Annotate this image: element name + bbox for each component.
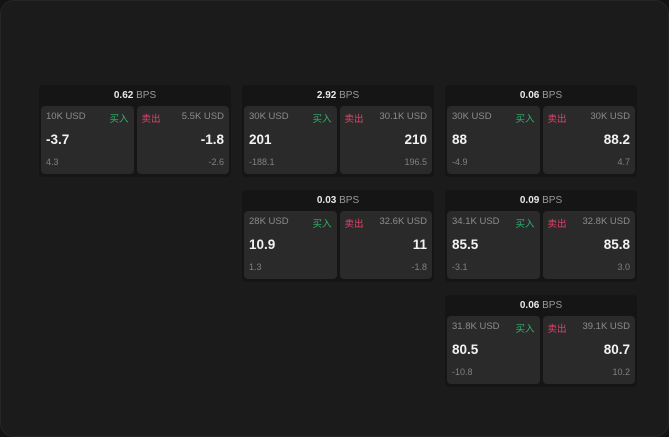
sell-label: 卖出 (547, 219, 567, 230)
sell-change: 196.5 (404, 157, 427, 167)
buy-price: 85.5 (452, 237, 479, 252)
sell-size: 32.8K USD (582, 216, 630, 227)
buy-change: 1.3 (249, 262, 262, 272)
sell-change: 3.0 (617, 262, 630, 272)
spread-value: 0.09 (519, 195, 540, 206)
buy-size: 30K USD (249, 111, 289, 122)
spread-header: 2.92 BPS (244, 85, 432, 106)
sell-label: 卖出 (547, 324, 567, 335)
spread-value: 0.06 (519, 300, 540, 311)
spread-header: 0.62 BPS (41, 85, 229, 106)
spread-unit: BPS (542, 195, 563, 206)
quote-panel: 0.06 BPS 30K USD 买入 88 -4.9 卖出 30K USD 88.… (445, 85, 637, 177)
buy-card[interactable]: 30K USD 买入 201 -188.1 (244, 106, 337, 174)
quote-panel: 0.03 BPS 28K USD 买入 10.9 1.3 卖出 32.6K USD … (242, 190, 434, 282)
sell-card[interactable]: 卖出 30.1K USD 210 196.5 (339, 106, 432, 174)
buy-size: 10K USD (46, 111, 86, 122)
sell-size: 30.1K USD (379, 111, 427, 122)
sell-price: 85.8 (603, 237, 630, 252)
buy-size: 31.8K USD (452, 321, 500, 332)
buy-label: 买入 (515, 114, 535, 125)
buy-price: 10.9 (249, 237, 276, 252)
sell-card[interactable]: 卖出 5.5K USD -1.8 -2.6 (136, 106, 229, 174)
spread-unit: BPS (542, 300, 563, 311)
quote-panel: 2.92 BPS 30K USD 买入 201 -188.1 卖出 30.1K US… (242, 85, 434, 177)
sell-price: 88.2 (603, 132, 630, 147)
sell-price: 210 (404, 132, 427, 147)
empty-slot (242, 295, 434, 387)
buy-size: 30K USD (452, 111, 492, 122)
sell-label: 卖出 (344, 114, 364, 125)
buy-label: 买入 (109, 114, 129, 125)
buy-price: 88 (452, 132, 468, 147)
sell-card[interactable]: 卖出 32.6K USD 11 -1.8 (339, 211, 432, 279)
sell-size: 39.1K USD (582, 321, 630, 332)
buy-card[interactable]: 10K USD 买入 -3.7 4.3 (41, 106, 134, 174)
spread-header: 0.06 BPS (447, 85, 635, 106)
spread-unit: BPS (339, 90, 360, 101)
buy-label: 买入 (515, 219, 535, 230)
quote-panel: 0.62 BPS 10K USD 买入 -3.7 4.3 卖出 5.5K USD -… (39, 85, 231, 177)
buy-card[interactable]: 30K USD 买入 88 -4.9 (447, 106, 540, 174)
spread-header: 0.03 BPS (244, 190, 432, 211)
spread-value: 0.62 (113, 90, 134, 101)
buy-price: 80.5 (452, 342, 479, 357)
spread-value: 0.03 (316, 195, 337, 206)
spread-value: 2.92 (316, 90, 337, 101)
buy-label: 买入 (515, 324, 535, 335)
sell-size: 32.6K USD (379, 216, 427, 227)
sell-change: -1.8 (411, 262, 427, 272)
buy-change: -188.1 (249, 157, 275, 167)
sell-price: -1.8 (200, 132, 224, 147)
sell-card[interactable]: 卖出 30K USD 88.2 4.7 (542, 106, 635, 174)
empty-slot (39, 295, 231, 387)
buy-card[interactable]: 31.8K USD 买入 80.5 -10.8 (447, 316, 540, 384)
buy-change: -4.9 (452, 157, 468, 167)
sell-size: 30K USD (590, 111, 630, 122)
sell-label: 卖出 (344, 219, 364, 230)
sell-card[interactable]: 卖出 32.8K USD 85.8 3.0 (542, 211, 635, 279)
sell-size: 5.5K USD (181, 111, 224, 122)
sell-price: 80.7 (603, 342, 630, 357)
sell-card[interactable]: 卖出 39.1K USD 80.7 10.2 (542, 316, 635, 384)
buy-change: -10.8 (452, 367, 473, 377)
spread-header: 0.09 BPS (447, 190, 635, 211)
quote-panel: 0.09 BPS 34.1K USD 买入 85.5 -3.1 卖出 32.8K U… (445, 190, 637, 282)
buy-price: 201 (249, 132, 272, 147)
buy-card[interactable]: 28K USD 买入 10.9 1.3 (244, 211, 337, 279)
spread-value: 0.06 (519, 90, 540, 101)
spread-unit: BPS (542, 90, 563, 101)
sell-change: 4.7 (617, 157, 630, 167)
sell-change: 10.2 (612, 367, 630, 377)
buy-size: 28K USD (249, 216, 289, 227)
quote-panel: 0.06 BPS 31.8K USD 买入 80.5 -10.8 卖出 39.1K … (445, 295, 637, 387)
quote-grid: 0.62 BPS 10K USD 买入 -3.7 4.3 卖出 5.5K USD -… (39, 85, 637, 387)
buy-card[interactable]: 34.1K USD 买入 85.5 -3.1 (447, 211, 540, 279)
spread-header: 0.06 BPS (447, 295, 635, 316)
buy-price: -3.7 (46, 132, 70, 147)
sell-change: -2.6 (208, 157, 224, 167)
sell-price: 11 (412, 237, 427, 252)
sell-label: 卖出 (141, 114, 161, 125)
buy-size: 34.1K USD (452, 216, 500, 227)
buy-change: -3.1 (452, 262, 468, 272)
buy-label: 买入 (312, 114, 332, 125)
spread-unit: BPS (136, 90, 157, 101)
buy-label: 买入 (312, 219, 332, 230)
spread-unit: BPS (339, 195, 360, 206)
sell-label: 卖出 (547, 114, 567, 125)
empty-slot (39, 190, 231, 282)
buy-change: 4.3 (46, 157, 59, 167)
